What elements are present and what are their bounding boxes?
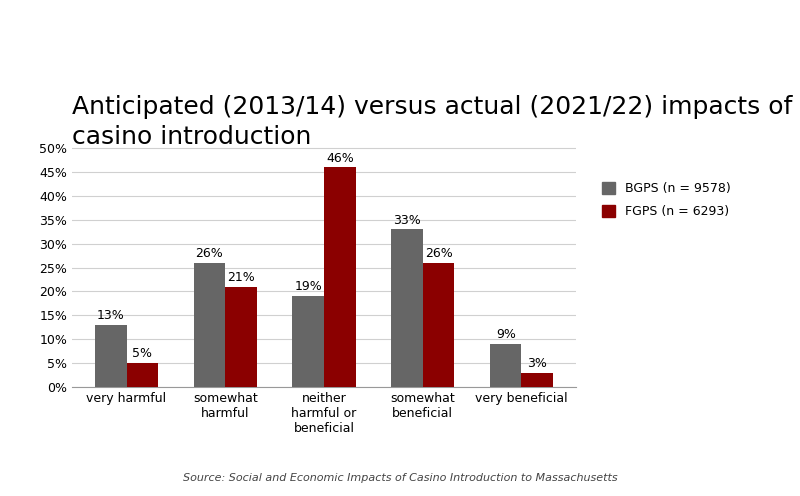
Bar — [490, 344, 522, 387]
Bar — [126, 363, 158, 387]
Text: 13%: 13% — [97, 309, 125, 322]
Text: 19%: 19% — [294, 280, 322, 294]
Text: casino introduction: casino introduction — [72, 125, 311, 149]
Bar — [226, 287, 257, 387]
Text: 26%: 26% — [425, 247, 453, 260]
Text: 3%: 3% — [527, 357, 547, 370]
Legend: BGPS (n = 9578), FGPS (n = 6293): BGPS (n = 9578), FGPS (n = 6293) — [602, 183, 730, 218]
Text: Anticipated (2013/14) versus actual (2021/22) impacts of: Anticipated (2013/14) versus actual (202… — [72, 95, 792, 119]
Text: 26%: 26% — [195, 247, 223, 260]
Bar — [391, 230, 422, 387]
Text: 33%: 33% — [393, 214, 421, 227]
Text: 21%: 21% — [227, 271, 255, 284]
Bar — [293, 296, 324, 387]
Bar — [422, 263, 454, 387]
Text: 9%: 9% — [496, 328, 516, 341]
Bar — [522, 372, 553, 387]
Text: 46%: 46% — [326, 152, 354, 165]
Bar — [95, 325, 126, 387]
Text: 5%: 5% — [132, 347, 152, 360]
Bar — [324, 168, 355, 387]
Text: Source: Social and Economic Impacts of Casino Introduction to Massachusetts: Source: Social and Economic Impacts of C… — [182, 473, 618, 483]
Bar — [194, 263, 226, 387]
